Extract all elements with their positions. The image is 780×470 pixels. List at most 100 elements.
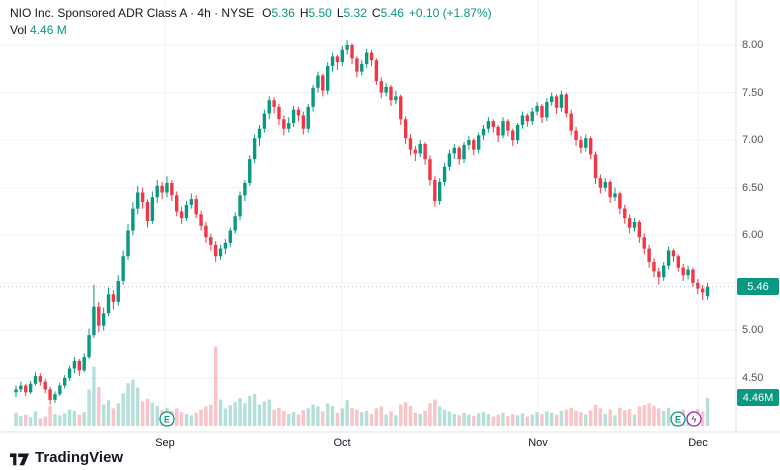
earnings-marker-icon[interactable] [159, 411, 175, 427]
candle-body [530, 111, 534, 122]
power-marker-icon[interactable] [686, 411, 702, 427]
volume-bar [486, 414, 491, 426]
volume-bar [116, 403, 120, 426]
last-price-badge: 5.46 [737, 278, 779, 296]
candle-body [452, 147, 456, 154]
volume-bar [218, 399, 223, 426]
volume-bar [14, 412, 18, 426]
volume-bar [243, 403, 247, 426]
earnings-marker-label: E [675, 415, 681, 425]
candle-body [588, 138, 593, 155]
candle-body [423, 143, 427, 160]
tradingview-logo-text: TradingView [35, 449, 124, 466]
volume-bar [623, 410, 627, 426]
volume-bar [28, 417, 33, 426]
volume-bar [262, 401, 267, 426]
candle-body [321, 75, 325, 91]
candle-body [63, 378, 67, 386]
candle-body [14, 389, 18, 393]
candle-body [272, 100, 276, 107]
candle-body [199, 214, 203, 226]
volume-bar [238, 398, 242, 426]
candle-body [204, 225, 208, 238]
candle-body [559, 94, 564, 108]
volume-bar [467, 414, 471, 426]
candle-body [394, 96, 398, 101]
candle-body [476, 135, 481, 150]
volume-bar [63, 413, 67, 426]
candle-body [681, 267, 685, 276]
candle-body [501, 121, 505, 136]
time-axis-label-oct: Oct [333, 437, 351, 449]
candle-body [705, 286, 710, 297]
candle-body [87, 335, 91, 358]
volume-bar [287, 414, 291, 426]
volume-bar [442, 409, 447, 426]
price-axis-label: 6.00 [742, 229, 764, 242]
candle-body [540, 105, 544, 118]
volume-value: 4.46 M [30, 23, 67, 37]
candle-body [277, 106, 281, 120]
volume-bar [666, 407, 671, 426]
volume-bar [574, 410, 578, 426]
candle-body [24, 385, 28, 393]
volume-bar [584, 414, 588, 426]
symbol-title[interactable]: NIO Inc. Sponsored ADR Class A · 4h · NY… [10, 6, 255, 20]
volume-bar [496, 414, 500, 426]
earnings-marker-icon[interactable] [670, 411, 686, 427]
candle-body [618, 193, 622, 209]
low-label: L [336, 6, 344, 20]
volume-bar [642, 405, 646, 426]
volume-bar [559, 410, 564, 426]
volume-bar [418, 414, 422, 426]
candle-body [287, 123, 291, 129]
volume-bar [24, 414, 28, 426]
volume-bar [267, 399, 271, 426]
volume-bar [627, 408, 632, 426]
candle-body [282, 119, 286, 129]
candle-body [506, 121, 510, 131]
price-axis-label: 8.00 [742, 39, 764, 51]
volume-bar [374, 408, 379, 426]
candle-body [82, 357, 86, 371]
volume-bar [433, 399, 437, 426]
candle-body [291, 109, 296, 124]
volume-bar [233, 402, 237, 426]
volume-bar [77, 414, 82, 426]
high-label: H [299, 6, 309, 20]
candle-body [525, 115, 530, 122]
candle-body [223, 242, 228, 249]
candle-body [564, 94, 569, 114]
candle-body [92, 306, 96, 336]
volume-bar [111, 408, 116, 426]
candle-body [700, 288, 705, 293]
candle-body [218, 248, 223, 257]
candle-body [67, 368, 72, 378]
volume-bar [618, 407, 622, 426]
tradingview-logo[interactable]: TradingView [10, 449, 123, 466]
candle-body [28, 383, 33, 393]
close-value: 5.46 [380, 6, 404, 20]
candle-body [150, 197, 155, 222]
candle-body [340, 49, 344, 63]
candle-body [399, 96, 403, 120]
candle-body [48, 389, 52, 400]
volume-bar [588, 410, 593, 426]
volume-bar [564, 409, 569, 426]
volume-bar [330, 405, 335, 426]
candle-body [545, 102, 549, 118]
volume-bar [481, 412, 486, 426]
candle-body [666, 250, 671, 266]
candle-body [433, 180, 437, 202]
candle-body [155, 185, 159, 198]
high-value: 5.50 [308, 6, 332, 20]
candle-body [467, 140, 471, 145]
volume-bar [462, 412, 466, 426]
volume-bar [58, 415, 62, 426]
volume-bar [403, 402, 408, 426]
volume-bar [53, 414, 57, 426]
volume-bar [72, 410, 77, 426]
volume-bar [121, 393, 125, 426]
candle-body [569, 113, 573, 131]
